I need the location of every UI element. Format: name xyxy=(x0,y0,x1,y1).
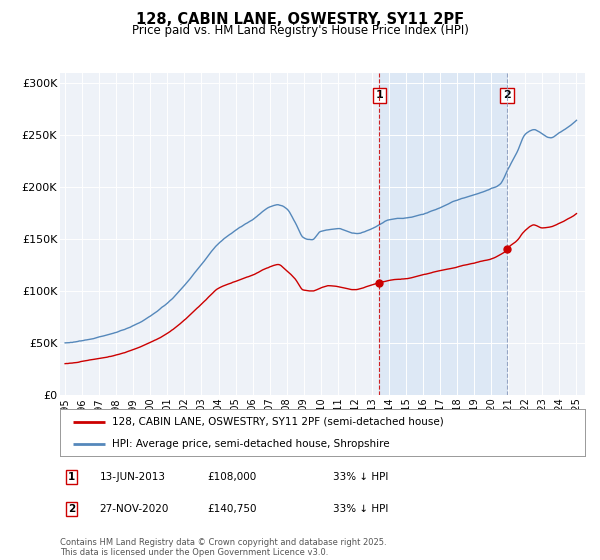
Text: 27-NOV-2020: 27-NOV-2020 xyxy=(100,504,169,514)
Text: Price paid vs. HM Land Registry's House Price Index (HPI): Price paid vs. HM Land Registry's House … xyxy=(131,24,469,36)
Text: 33% ↓ HPI: 33% ↓ HPI xyxy=(333,472,388,482)
Text: 33% ↓ HPI: 33% ↓ HPI xyxy=(333,504,388,514)
Text: 13-JUN-2013: 13-JUN-2013 xyxy=(100,472,166,482)
Text: 128, CABIN LANE, OSWESTRY, SY11 2PF: 128, CABIN LANE, OSWESTRY, SY11 2PF xyxy=(136,12,464,27)
Text: £108,000: £108,000 xyxy=(207,472,256,482)
Text: Contains HM Land Registry data © Crown copyright and database right 2025.
This d: Contains HM Land Registry data © Crown c… xyxy=(60,538,386,557)
Text: 128, CABIN LANE, OSWESTRY, SY11 2PF (semi-detached house): 128, CABIN LANE, OSWESTRY, SY11 2PF (sem… xyxy=(113,417,444,427)
Text: 2: 2 xyxy=(503,90,511,100)
Text: 2: 2 xyxy=(68,504,75,514)
Text: HPI: Average price, semi-detached house, Shropshire: HPI: Average price, semi-detached house,… xyxy=(113,438,390,449)
Bar xyxy=(379,73,507,395)
Text: 1: 1 xyxy=(376,90,383,100)
Text: £140,750: £140,750 xyxy=(207,504,257,514)
Text: 1: 1 xyxy=(68,472,75,482)
